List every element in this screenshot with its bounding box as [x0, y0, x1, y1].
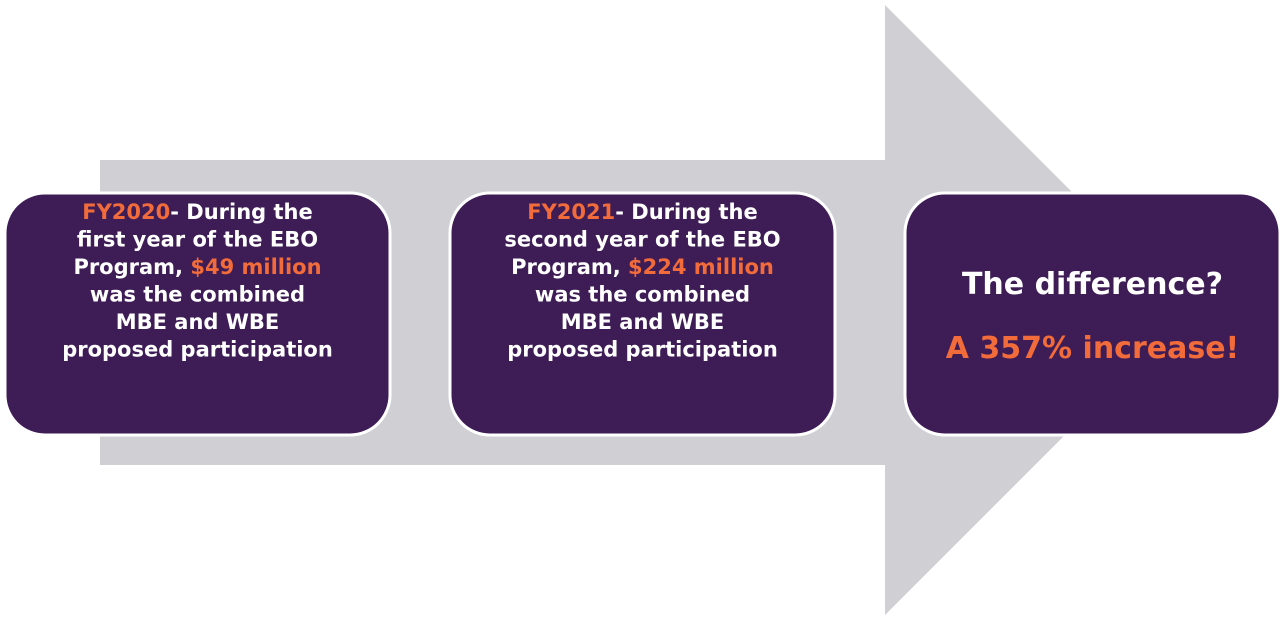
text-run: FY2020	[82, 200, 170, 224]
box-line: second year of the EBO	[504, 228, 780, 252]
box-line: Program, $49 million	[73, 255, 321, 279]
box-line: FY2020- During the	[82, 200, 313, 224]
text-run: MBE and WBE	[116, 310, 280, 334]
box-shape	[3, 191, 392, 437]
box: The difference? A 357% increase!	[903, 191, 1282, 437]
text-run: FY2021	[527, 200, 615, 224]
box: FY2021- During the second year of the EBO…	[448, 191, 837, 437]
box-shape	[448, 191, 837, 437]
box-line: MBE and WBE	[561, 310, 725, 334]
text-run: MBE and WBE	[561, 310, 725, 334]
text-run: Program,	[73, 255, 190, 279]
box-line: MBE and WBE	[116, 310, 280, 334]
box-line: proposed participation	[62, 338, 333, 362]
box-line: was the combined	[90, 283, 305, 307]
text-run: The difference?	[962, 267, 1223, 302]
box-line: first year of the EBO	[77, 228, 318, 252]
box-line: FY2021- During the	[527, 200, 758, 224]
text-run: was the combined	[535, 283, 750, 307]
text-run: - During the	[615, 200, 758, 224]
box-shape	[903, 191, 1282, 437]
box-line: A 357% increase!	[946, 331, 1239, 366]
text-run: proposed participation	[507, 338, 778, 362]
text-run: second year of the EBO	[504, 228, 780, 252]
box-line: proposed participation	[507, 338, 778, 362]
text-run: $224 million	[628, 255, 774, 279]
text-run: first year of the EBO	[77, 228, 318, 252]
text-run: A 357% increase!	[946, 331, 1239, 366]
box-line: Program, $224 million	[511, 255, 774, 279]
text-run: - During the	[170, 200, 313, 224]
text-run: was the combined	[90, 283, 305, 307]
text-run: $49 million	[190, 255, 321, 279]
box: FY2020- During the first year of the EBO P…	[3, 191, 392, 437]
box-line: The difference?	[962, 267, 1223, 302]
text-run: Program,	[511, 255, 628, 279]
text-run: proposed participation	[62, 338, 333, 362]
box-line: was the combined	[535, 283, 750, 307]
